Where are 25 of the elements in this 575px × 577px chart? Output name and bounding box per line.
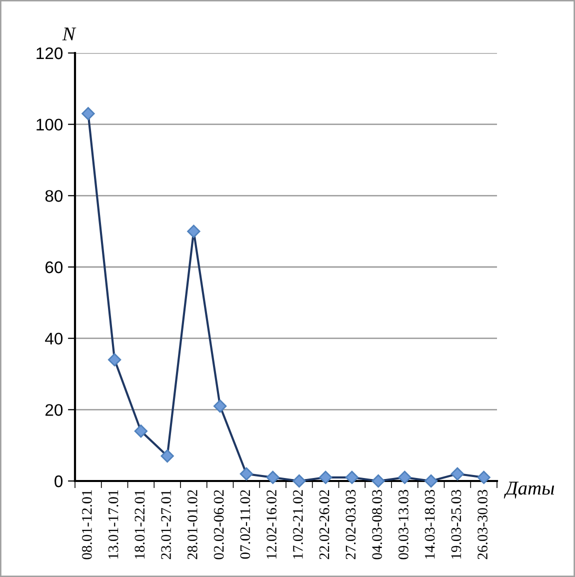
y-tick-label: 0 xyxy=(54,475,63,488)
x-tick-label: 02.02-06.02 xyxy=(214,490,224,560)
x-tick-label: 04.03-08.03 xyxy=(372,490,382,560)
y-axis-title: N xyxy=(62,28,76,40)
x-tick-label: 23.01-27.01 xyxy=(161,490,172,560)
x-tick-label: 28.01-01.02 xyxy=(187,490,198,560)
x-tick-label: 27.02-03.03 xyxy=(346,490,356,560)
x-tick-label: 09.03-13.03 xyxy=(398,490,408,560)
y-tick-label: 20 xyxy=(45,404,63,416)
x-tick-label: 12.02-16.02 xyxy=(266,490,277,559)
y-tick-label: 100 xyxy=(36,118,63,131)
y-tick-label: 80 xyxy=(45,190,63,202)
x-tick-label: 14.03-18.03 xyxy=(424,490,435,559)
x-tick-label: 19.03-25.03 xyxy=(451,490,462,559)
x-axis-title: Даты xyxy=(504,482,554,498)
x-tick-label: 17.02-21.02 xyxy=(292,490,303,559)
y-tick-label: 40 xyxy=(45,332,63,345)
x-tick-label: 18.01-22.01 xyxy=(134,490,145,559)
x-tick-label: 08.01-12.01 xyxy=(82,490,92,560)
x-tick-label: 13.01-17.01 xyxy=(108,490,118,559)
x-tick-label: 22.02-26.02 xyxy=(319,490,330,560)
y-tick-label: 60 xyxy=(46,261,63,274)
x-tick-label: 07.02-11.02 xyxy=(240,490,250,559)
y-tick-label: 120 xyxy=(36,47,63,60)
x-tick-label: 26.03-30.03 xyxy=(478,490,488,560)
